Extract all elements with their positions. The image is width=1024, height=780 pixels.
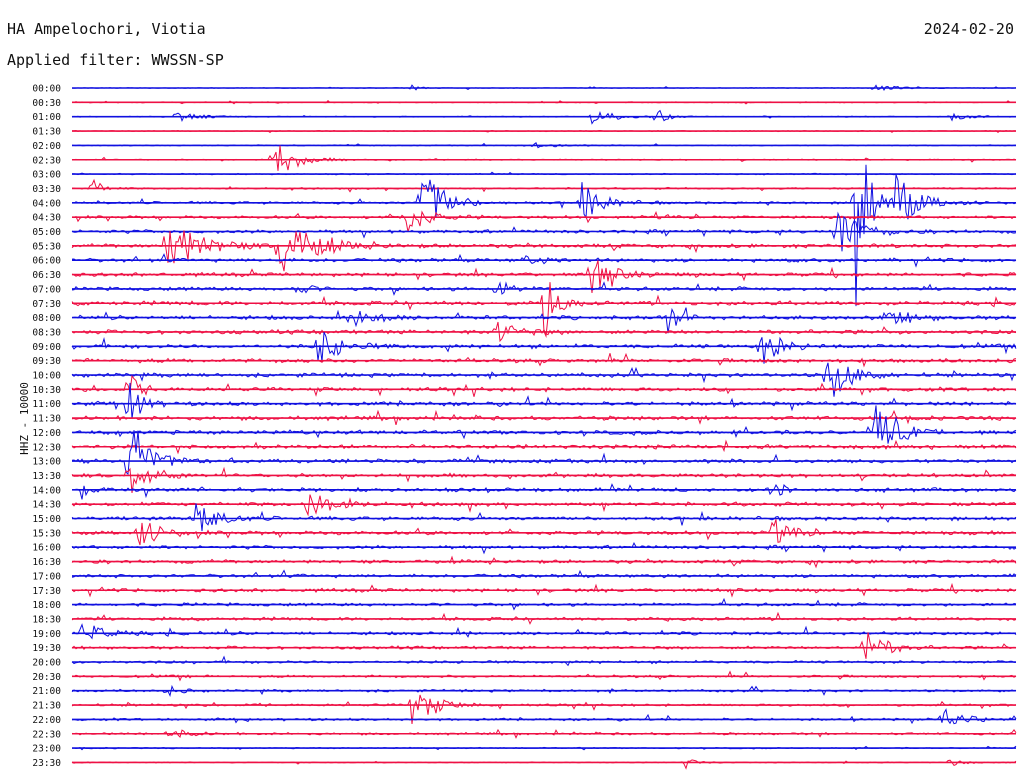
row-time-label: 19:30	[32, 643, 61, 654]
seismic-trace-0930	[71, 352, 1017, 368]
row-time-label: 14:00	[32, 485, 61, 496]
row-time-label: 05:30	[32, 241, 61, 252]
seismic-trace-1600	[71, 541, 1017, 555]
seismic-trace-1900	[71, 623, 1017, 640]
row-time-label: 18:30	[32, 614, 61, 625]
row-time-label: 01:00	[32, 112, 61, 123]
row-time-label: 10:00	[32, 371, 61, 382]
row-time-label: 20:00	[32, 658, 61, 669]
seismic-trace-1300	[71, 430, 1017, 476]
row-time-label: 13:30	[32, 471, 61, 482]
row-time-label: 16:30	[32, 557, 61, 568]
seismic-trace-2000	[71, 655, 1016, 667]
row-time-label: 07:30	[32, 299, 61, 310]
row-time-label: 01:30	[32, 127, 61, 138]
row-time-label: 20:30	[32, 672, 61, 683]
date-label: 2024-02-20	[923, 20, 1014, 38]
row-time-label: 00:30	[32, 98, 61, 109]
seismic-trace-1700	[71, 569, 1017, 579]
row-time-label: 02:30	[32, 155, 61, 166]
seismic-trace-0230	[71, 145, 1017, 171]
row-time-label: 08:30	[32, 327, 61, 338]
seismic-trace-1200	[71, 405, 1017, 444]
seismic-trace-1630	[71, 555, 1017, 569]
seismic-trace-1930	[71, 632, 1017, 659]
row-time-label: 16:00	[32, 543, 61, 554]
row-time-label: 07:00	[32, 284, 61, 295]
row-time-label: 09:30	[32, 356, 61, 367]
row-time-label: 13:00	[32, 457, 61, 468]
seismic-trace-1000	[71, 362, 1017, 397]
row-time-label: 11:00	[32, 399, 61, 410]
row-time-label: 22:00	[32, 715, 61, 726]
row-time-label: 03:30	[32, 184, 61, 195]
row-time-label: 03:00	[32, 170, 61, 181]
row-time-label: 06:00	[32, 256, 61, 267]
row-time-label: 18:00	[32, 600, 61, 611]
row-time-label: 12:30	[32, 442, 61, 453]
seismic-trace-2330	[71, 759, 1017, 770]
station-title: HA Ampelochori, Viotia	[7, 20, 206, 38]
seismic-trace-1030	[71, 374, 1017, 397]
seismic-trace-0530	[71, 230, 1017, 272]
seismic-trace-0400	[72, 164, 1017, 307]
row-time-label: 11:30	[32, 414, 61, 425]
row-time-label: 22:30	[32, 729, 61, 740]
seismic-trace-0330	[72, 178, 1017, 193]
seismic-trace-2200	[71, 708, 1017, 725]
filter-label: Applied filter: WWSSN-SP	[7, 51, 224, 69]
row-time-label: 17:00	[32, 571, 61, 582]
row-time-label: 04:30	[32, 213, 61, 224]
seismic-trace-0730	[71, 282, 1017, 339]
row-time-label: 15:30	[32, 528, 61, 539]
row-time-label: 08:00	[32, 313, 61, 324]
seismic-trace-1100	[71, 382, 1017, 419]
row-time-label: 21:30	[32, 701, 61, 712]
row-time-label: 17:30	[32, 586, 61, 597]
row-time-label: 00:00	[32, 84, 61, 95]
row-time-label: 10:30	[32, 385, 61, 396]
seismic-trace-1500	[71, 503, 1017, 532]
row-time-label: 04:00	[32, 198, 61, 209]
row-time-label: 14:30	[32, 500, 61, 511]
row-time-label: 21:00	[32, 686, 61, 697]
row-time-label: 23:30	[32, 758, 61, 769]
row-time-label: 05:00	[32, 227, 61, 238]
row-time-label: 23:00	[32, 744, 61, 755]
row-time-label: 12:00	[32, 428, 61, 439]
row-time-label: 02:00	[32, 141, 61, 152]
row-time-label: 15:00	[32, 514, 61, 525]
row-time-label: 19:00	[32, 629, 61, 640]
row-time-label: 06:30	[32, 270, 61, 281]
seismic-trace-1400	[71, 483, 1017, 500]
row-time-label: 09:00	[32, 342, 61, 353]
